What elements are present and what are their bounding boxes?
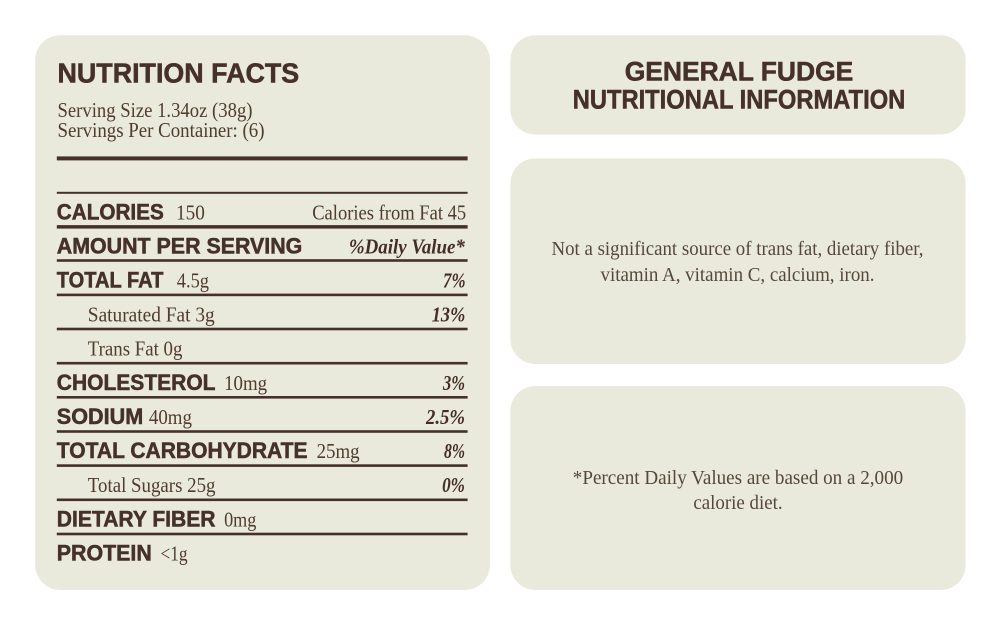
svg-text:Not a significant source of tr: Not a significant source of trans fat, d… [552, 238, 924, 260]
svg-text:0mg: 0mg [224, 507, 257, 531]
svg-text:TOTAL CARBOHYDRATE: TOTAL CARBOHYDRATE [57, 438, 308, 463]
svg-text:4.5g: 4.5g [177, 268, 210, 292]
svg-text:calorie diet.: calorie diet. [693, 492, 782, 514]
svg-text:25mg: 25mg [317, 439, 360, 463]
svg-text:TOTAL FAT: TOTAL FAT [57, 267, 164, 292]
svg-text:150: 150 [176, 200, 205, 224]
svg-text:40mg: 40mg [149, 405, 192, 429]
svg-text:*Percent Daily Values are base: *Percent Daily Values are based on a 2,0… [573, 467, 903, 489]
svg-text:13%: 13% [432, 303, 466, 327]
svg-text:DIETARY FIBER: DIETARY FIBER [57, 506, 216, 531]
svg-text:Calories from Fat 45: Calories from Fat 45 [312, 200, 466, 224]
svg-text:Saturated Fat 3g: Saturated Fat 3g [88, 303, 215, 327]
svg-text:AMOUNT PER SERVING: AMOUNT PER SERVING [57, 234, 302, 259]
svg-text:8%: 8% [444, 439, 465, 463]
svg-text:7%: 7% [443, 268, 466, 292]
svg-text:Serving Size 1.34oz (38g): Serving Size 1.34oz (38g) [58, 98, 253, 122]
svg-text:NUTRITIONAL INFORMATION: NUTRITIONAL INFORMATION [573, 84, 906, 115]
svg-text:Trans Fat 0g: Trans Fat 0g [88, 337, 183, 361]
svg-text:2.5%: 2.5% [425, 405, 465, 429]
svg-text:10mg: 10mg [224, 371, 267, 395]
svg-text:CHOLESTEROL: CHOLESTEROL [57, 370, 216, 395]
svg-text:vitamin A, vitamin C, calcium,: vitamin A, vitamin C, calcium, iron. [601, 264, 875, 286]
svg-text:GENERAL FUDGE: GENERAL FUDGE [625, 56, 854, 87]
svg-text:3%: 3% [442, 371, 465, 395]
svg-text:CALORIES: CALORIES [57, 199, 164, 224]
svg-text:<1g: <1g [161, 541, 189, 565]
svg-text:%Daily Value*: %Daily Value* [349, 235, 465, 259]
svg-text:Servings Per Container: (6): Servings Per Container: (6) [58, 118, 265, 142]
svg-text:SODIUM: SODIUM [57, 404, 143, 429]
svg-text:Total Sugars 25g: Total Sugars 25g [88, 473, 216, 497]
svg-text:NUTRITION FACTS: NUTRITION FACTS [58, 57, 300, 88]
svg-text:0%: 0% [442, 473, 465, 497]
svg-text:PROTEIN: PROTEIN [57, 540, 152, 565]
